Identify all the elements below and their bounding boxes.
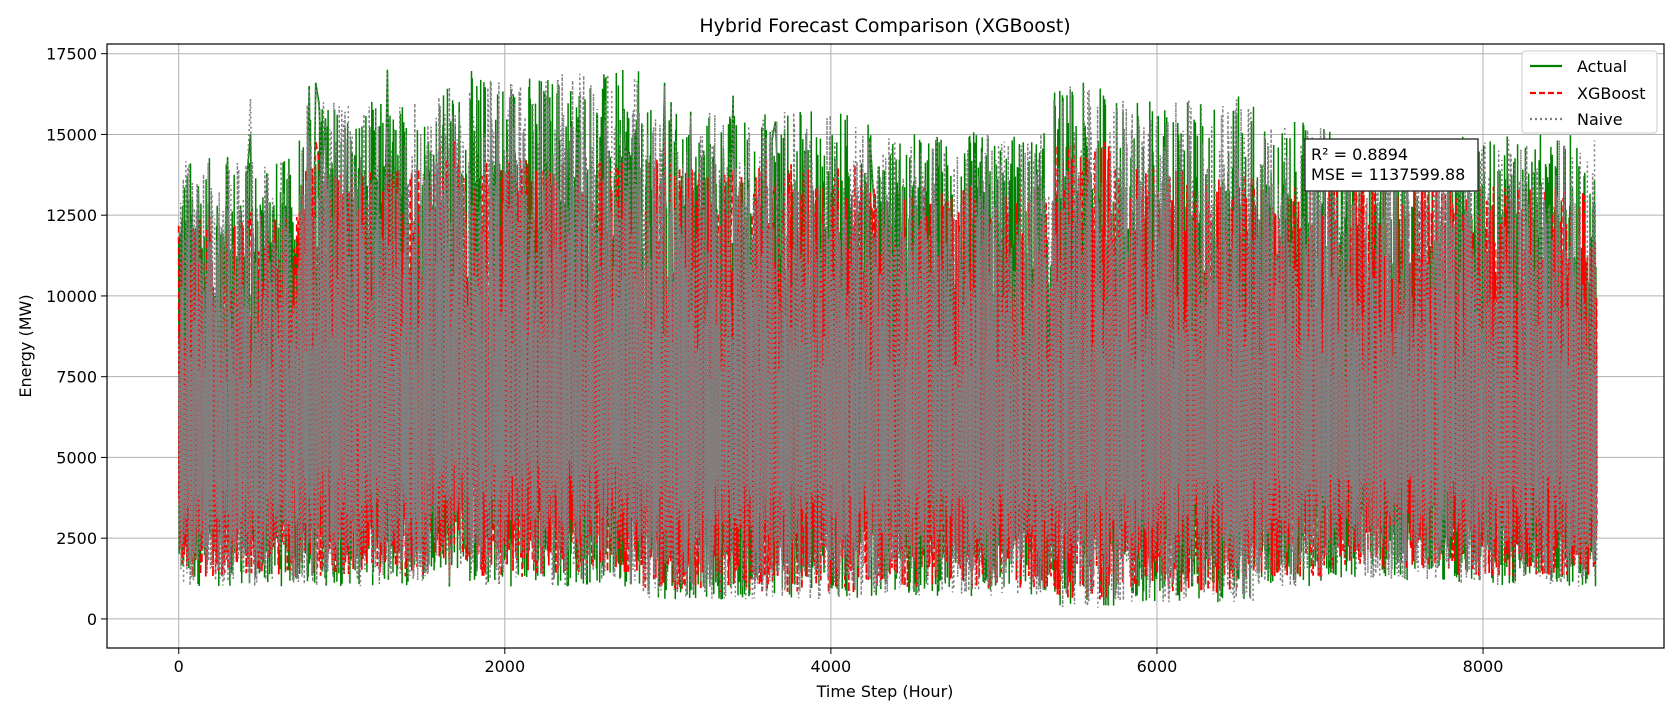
x-axis-label: Time Step (Hour) <box>816 682 954 701</box>
x-tick-label: 2000 <box>484 657 525 676</box>
y-tick-label: 0 <box>87 610 97 629</box>
y-tick-label: 5000 <box>56 448 97 467</box>
x-tick-label: 4000 <box>811 657 852 676</box>
y-tick-label: 2500 <box>56 529 97 548</box>
y-tick-label: 10000 <box>46 287 97 306</box>
legend-label-actual: Actual <box>1577 57 1627 76</box>
legend: Actual XGBoost Naive <box>1521 50 1658 134</box>
x-tick-label: 8000 <box>1463 657 1504 676</box>
y-tick-label: 15000 <box>46 125 97 144</box>
series-lines <box>177 69 1598 608</box>
metrics-annotation: R² = 0.8894 MSE = 1137599.88 <box>1304 138 1479 192</box>
y-tick-label: 7500 <box>56 368 97 387</box>
x-tick-label: 0 <box>174 657 184 676</box>
y-tick-label: 17500 <box>46 45 97 64</box>
y-tick-label: 12500 <box>46 206 97 225</box>
chart-title: Hybrid Forecast Comparison (XGBoost) <box>699 15 1070 37</box>
annotation-mse: MSE = 1137599.88 <box>1311 165 1465 184</box>
legend-label-xgboost: XGBoost <box>1577 84 1646 103</box>
y-axis-label: Energy (MW) <box>16 294 35 397</box>
x-tick-label: 6000 <box>1137 657 1178 676</box>
legend-label-naive: Naive <box>1577 110 1623 129</box>
annotation-r2: R² = 0.8894 <box>1311 145 1408 164</box>
